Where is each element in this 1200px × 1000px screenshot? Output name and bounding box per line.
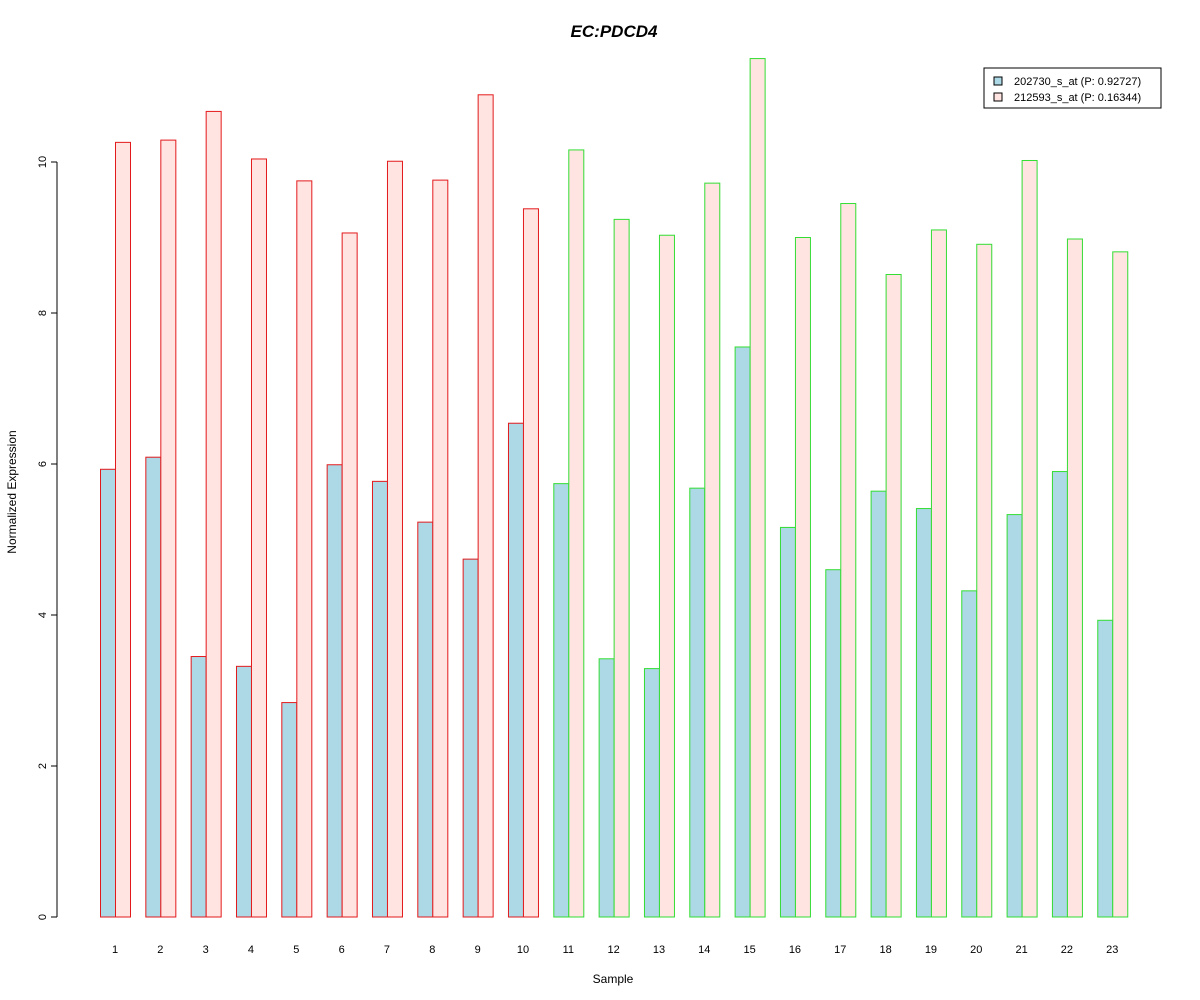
x-tick-label: 9 [475,944,481,956]
bar-212593-s-at-sample-2 [160,139,177,918]
bar-202730-s-at-sample-21 [1006,514,1023,918]
bar-212593-s-at-sample-3 [205,110,222,918]
bar-202730-s-at-sample-18 [870,490,887,918]
x-tick-label: 4 [248,944,254,956]
bar-212593-s-at-sample-23 [1112,251,1129,918]
bar-212593-s-at-sample-20 [976,243,993,918]
bar-202730-s-at-sample-6 [326,464,343,918]
x-tick-label: 12 [608,944,620,956]
bars [100,58,1129,918]
x-tick-label: 16 [789,944,801,956]
bar-202730-s-at-sample-22 [1051,471,1068,918]
legend-label: 202730_s_at (P: 0.92727) [1014,76,1141,88]
legend-label: 212593_s_at (P: 0.16344) [1014,92,1141,104]
bar-202730-s-at-sample-14 [689,487,706,918]
bar-212593-s-at-sample-10 [522,208,539,918]
bar-202730-s-at-sample-19 [915,508,932,918]
bar-212593-s-at-sample-13 [658,234,675,918]
chart-title: EC:PDCD4 [571,22,658,41]
bar-202730-s-at-sample-13 [643,668,660,918]
legend-box [983,67,1162,109]
bar-212593-s-at-sample-14 [704,182,721,918]
x-tick-label: 14 [698,944,710,956]
bar-212593-s-at-sample-8 [432,179,449,918]
bar-212593-s-at-sample-15 [749,58,766,918]
x-tick-label: 13 [653,944,665,956]
bar-202730-s-at-sample-23 [1097,619,1114,918]
y-tick-label: 10 [37,156,49,168]
bar-202730-s-at-sample-10 [507,422,524,918]
x-tick-label: 8 [429,944,435,956]
x-tick-label: 2 [157,944,163,956]
y-tick-label: 2 [37,763,49,769]
bar-202730-s-at-sample-4 [235,665,252,918]
bar-202730-s-at-sample-2 [145,456,162,918]
bar-212593-s-at-sample-11 [568,149,585,918]
x-tick-label: 1 [112,944,118,956]
bar-202730-s-at-sample-15 [734,346,751,918]
x-tick-label: 6 [339,944,345,956]
bar-202730-s-at-sample-16 [779,526,796,918]
bar-212593-s-at-sample-21 [1021,159,1038,918]
x-tick-label: 10 [517,944,529,956]
bar-202730-s-at-sample-17 [825,569,842,918]
x-tick-label: 7 [384,944,390,956]
bar-212593-s-at-sample-16 [794,237,811,918]
bar-202730-s-at-sample-12 [598,658,615,918]
bar-212593-s-at-sample-5 [296,180,313,918]
x-tick-label: 17 [834,944,846,956]
bar-212593-s-at-sample-7 [386,160,403,918]
bar-202730-s-at-sample-8 [417,521,434,918]
x-tick-label: 3 [203,944,209,956]
x-tick-label: 11 [563,944,574,956]
bar-202730-s-at-sample-9 [462,558,479,918]
x-axis: 1 2 3 4 5 6 7 8 9 10 11 12 13 14 15 16 17 18 19 20 21 22 23 [112,944,1118,956]
bar-212593-s-at-sample-22 [1066,238,1083,918]
x-tick-label: 18 [879,944,891,956]
bar-212593-s-at-sample-4 [250,158,267,918]
y-axis: 0 2 4 6 8 10 [37,156,58,920]
bar-212593-s-at-sample-12 [613,218,630,918]
x-tick-label: 15 [743,944,755,956]
y-tick-label: 6 [37,461,49,467]
x-tick-label: 5 [293,944,299,956]
x-tick-label: 23 [1106,944,1118,956]
legend: 202730_s_at (P: 0.92727) 212593_s_at (P: … [983,67,1162,109]
bar-202730-s-at-sample-5 [281,702,298,918]
bar-202730-s-at-sample-11 [553,483,570,918]
bar-212593-s-at-sample-1 [115,141,131,918]
y-tick-label: 0 [37,914,49,920]
x-tick-label: 20 [970,944,982,956]
y-tick-label: 4 [37,612,49,618]
bar-202730-s-at-sample-3 [190,656,207,918]
bar-202730-s-at-sample-7 [371,480,388,918]
bar-212593-s-at-sample-17 [840,203,857,918]
x-axis-title: Sample [593,972,634,986]
legend-swatch [993,92,1003,102]
bar-212593-s-at-sample-18 [885,273,902,918]
x-tick-label: 21 [1015,944,1027,956]
bar-202730-s-at-sample-20 [961,590,978,918]
x-tick-label: 22 [1061,944,1073,956]
x-tick-label: 19 [925,944,937,956]
bar-212593-s-at-sample-19 [930,229,947,918]
bar-212593-s-at-sample-6 [341,232,358,918]
legend-swatch [993,76,1003,86]
y-tick-label: 8 [37,310,49,316]
bar-202730-s-at-sample-1 [100,468,116,918]
y-axis-title: Normalized Expression [5,430,19,553]
bar-212593-s-at-sample-9 [477,94,494,918]
